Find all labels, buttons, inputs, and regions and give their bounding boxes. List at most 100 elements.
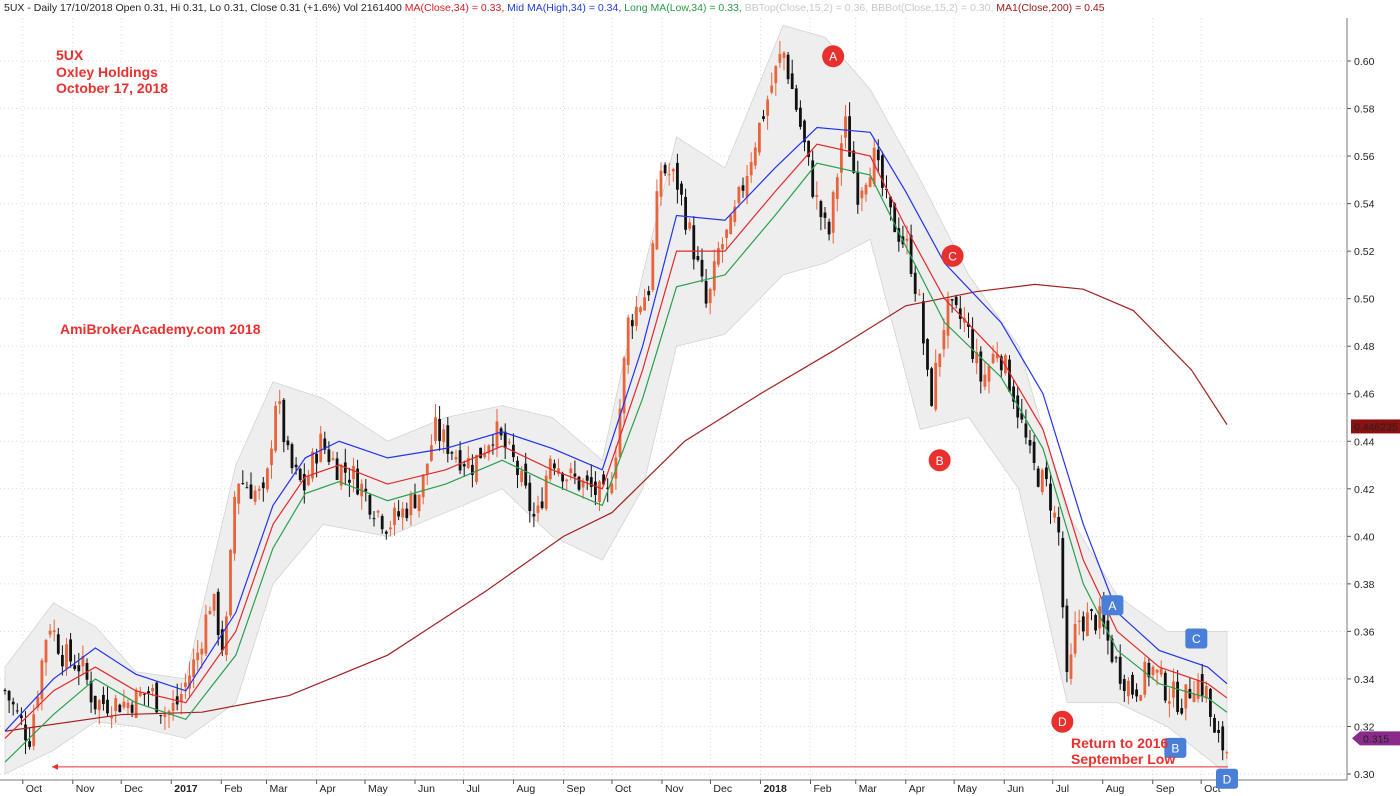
candle-body: [606, 487, 610, 489]
candle-body: [138, 692, 142, 696]
candle-body: [384, 531, 388, 534]
candle-body: [1200, 674, 1204, 696]
candle-body: [261, 482, 265, 489]
candle-body: [475, 454, 478, 483]
candle-body: [274, 405, 277, 451]
candle-body: [831, 192, 835, 233]
x-tick-label: Oct: [615, 783, 631, 795]
candle-body: [647, 290, 651, 296]
candle-body: [48, 630, 52, 635]
candle-body: [1176, 681, 1179, 712]
header-mid-ma: Mid MA(High,34) = 0.34,: [507, 2, 624, 14]
candle-body: [938, 353, 942, 367]
x-tick-label: Sep: [1156, 783, 1175, 795]
candle-body: [134, 689, 138, 718]
candle-body: [840, 143, 843, 173]
candle-body: [991, 353, 995, 364]
candle-body: [630, 320, 634, 327]
candle-body: [942, 330, 946, 350]
candle-body: [15, 710, 19, 712]
candle-body: [237, 483, 241, 504]
candle-body: [270, 448, 273, 466]
candle-body: [893, 203, 897, 233]
candle-body: [835, 177, 839, 200]
candle-body: [680, 183, 683, 195]
candle-body: [540, 501, 544, 509]
candle-body: [987, 366, 991, 382]
candle-body: [1204, 685, 1208, 699]
candle-body: [721, 244, 724, 250]
marker-label: B: [1171, 741, 1179, 755]
moving-averages: [4, 126, 1228, 770]
candle-body: [28, 741, 31, 747]
candle-body: [192, 659, 195, 678]
candle-body: [1090, 609, 1093, 612]
candle-body: [618, 408, 622, 458]
candle-body: [520, 470, 523, 483]
candle-body: [1188, 688, 1192, 699]
candle-body: [458, 450, 462, 471]
marker-a-blue: [1101, 595, 1124, 616]
candle-body: [577, 476, 581, 490]
y-tick-label: 0.60: [1354, 56, 1375, 68]
candle-body: [1180, 708, 1184, 714]
candle-body: [594, 481, 597, 496]
candle-body: [11, 701, 15, 705]
marker-label: C: [1192, 632, 1201, 646]
candle-body: [405, 508, 409, 519]
candle-body: [1040, 469, 1044, 493]
candle-body: [421, 474, 425, 498]
candle-body: [409, 493, 413, 516]
long-ma-low-line: [4, 162, 1228, 763]
header-ohlc: 5UX - Daily 17/10/2018 Open 0.31, Hi 0.3…: [4, 2, 405, 14]
candle-body: [688, 222, 692, 229]
candle-body: [995, 353, 999, 359]
candle-body: [671, 169, 675, 172]
x-tick-label: Apr: [909, 783, 926, 795]
candle-body: [212, 594, 216, 611]
candle-body: [684, 196, 687, 230]
candle-body: [364, 488, 368, 492]
candle-body: [89, 681, 93, 703]
candle-body: [704, 280, 708, 304]
last-price-label: 0.315: [1363, 733, 1389, 745]
candle-body: [737, 186, 741, 203]
candle-body: [1024, 423, 1028, 438]
x-tick-label: Apr: [320, 783, 337, 795]
x-tick-label: Jun: [1007, 783, 1024, 795]
x-tick-label: Feb: [224, 783, 242, 795]
date-axis: Oct Nov Dec 2017 Feb Mar Apr May Jun Jul Aug Sep Oct…: [0, 779, 1347, 795]
candle-body: [1172, 681, 1175, 698]
candle-body: [1032, 441, 1036, 463]
candle-body: [245, 487, 249, 489]
bollinger-fill: [4, 24, 1228, 775]
candle-body: [1045, 467, 1048, 480]
candle-body: [946, 298, 950, 336]
candle-body: [827, 221, 831, 235]
candle-body: [1147, 662, 1151, 678]
candle-body: [204, 614, 208, 654]
y-tick-label: 0.58: [1354, 104, 1375, 116]
candle-body: [225, 616, 228, 655]
candle-body: [626, 317, 630, 366]
candle-body: [676, 162, 679, 190]
candle-body: [1151, 666, 1155, 675]
candle-body: [417, 494, 421, 512]
ma200-line: [4, 283, 1228, 732]
candle-body: [1020, 412, 1024, 420]
candle-body: [93, 695, 97, 710]
candle-body: [249, 484, 253, 499]
pattern-markers: A B C D A B C D: [822, 45, 1238, 789]
candle-body: [815, 194, 819, 198]
candle-body: [454, 456, 458, 460]
y-tick-label: 0.38: [1354, 579, 1375, 591]
header-ma-close: MA(Close,34) = 0.33,: [405, 2, 507, 14]
candle-body: [528, 482, 532, 512]
candle-body: [635, 306, 638, 326]
candle-body: [971, 328, 974, 359]
candle-body: [143, 693, 146, 695]
candle-body: [184, 682, 187, 688]
candle-body: [610, 483, 614, 494]
x-tick-label: Jul: [466, 783, 479, 795]
candle-body: [20, 715, 23, 719]
